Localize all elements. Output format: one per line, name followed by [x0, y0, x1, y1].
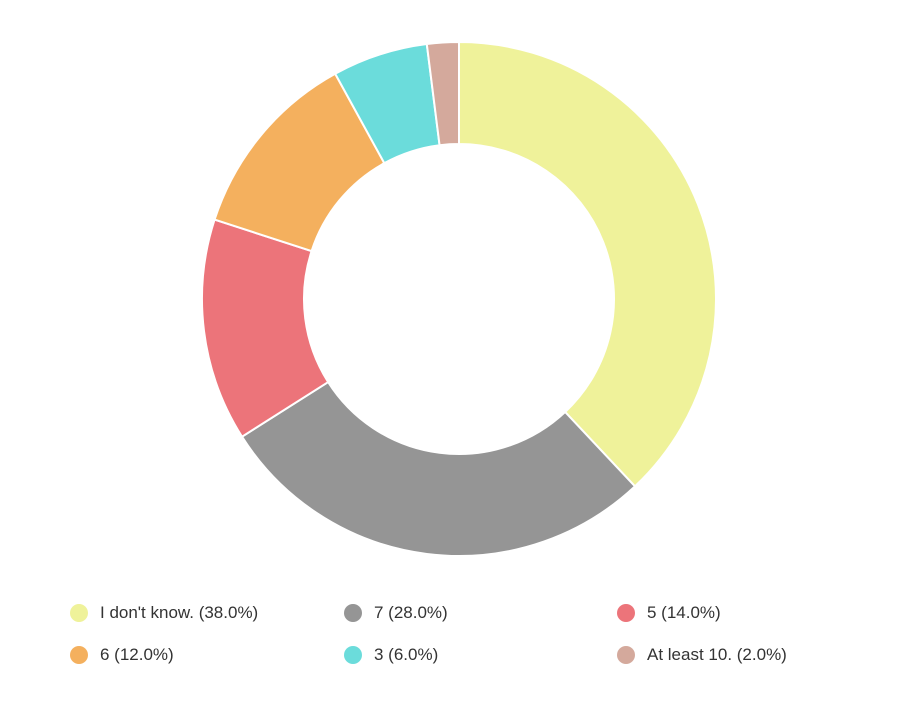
- legend-item[interactable]: 3 (6.0%): [344, 645, 438, 665]
- legend-label: 5 (14.0%): [647, 603, 721, 622]
- legend-dot: [344, 604, 362, 622]
- donut-slice-5[interactable]: [425, 40, 460, 147]
- legend-item[interactable]: 6 (12.0%): [70, 645, 174, 665]
- donut-slice-0[interactable]: [458, 40, 717, 488]
- legend-label: 7 (28.0%): [374, 603, 448, 622]
- legend-dot: [70, 646, 88, 664]
- legend-item[interactable]: 7 (28.0%): [344, 603, 448, 623]
- legend-label: 3 (6.0%): [374, 645, 439, 664]
- legend-item[interactable]: 5 (14.0%): [617, 603, 721, 623]
- legend-label: 6 (12.0%): [100, 645, 174, 664]
- legend-dot: [617, 646, 635, 664]
- legend-item[interactable]: At least 10. (2.0%): [617, 645, 787, 665]
- legend-label: I don't know. (38.0%): [100, 603, 259, 622]
- legend-label: At least 10. (2.0%): [647, 645, 787, 664]
- donut-slices: [201, 40, 717, 557]
- legend-dot: [70, 604, 88, 622]
- legend-dot: [344, 646, 362, 664]
- donut-slice-1[interactable]: [240, 380, 637, 557]
- legend-dot: [617, 604, 635, 622]
- legend-item[interactable]: I don't know. (38.0%): [70, 603, 258, 623]
